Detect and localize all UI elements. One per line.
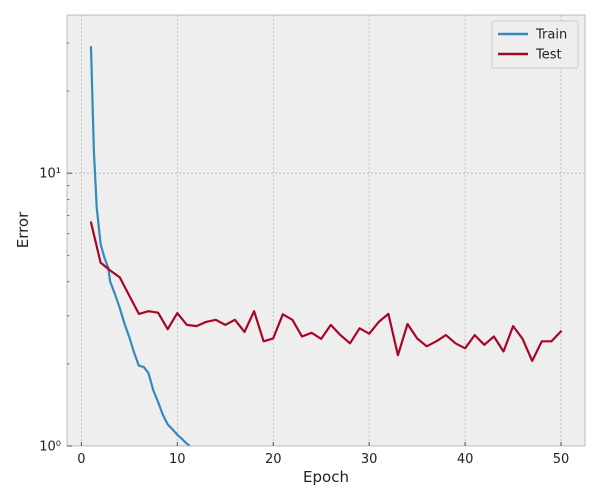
y-tick-label: 10¹	[39, 167, 61, 182]
y-axis-label: Error	[14, 211, 32, 248]
x-tick-label: 20	[265, 452, 282, 467]
y-tick-label: 10⁰	[39, 440, 61, 455]
ticks	[67, 42, 562, 447]
x-tick-label: 10	[169, 452, 186, 467]
x-tick-label: 40	[457, 452, 474, 467]
series-line-train	[89, 45, 191, 446]
x-tick-label: 0	[77, 452, 85, 467]
plot-frame	[66, 14, 586, 447]
x-axis-label: Epoch	[303, 468, 349, 486]
x-tick-label: 50	[553, 452, 570, 467]
series-line-test	[89, 221, 563, 362]
legend-label-test: Test	[535, 48, 562, 63]
legend-label-train: Train	[535, 28, 567, 43]
legend: Train Test	[491, 20, 579, 69]
plot-background	[67, 15, 585, 446]
series-layer	[89, 45, 563, 446]
tick-labels: 0 10 20 30 40 50 10⁰ 10¹	[39, 167, 569, 467]
x-tick-label: 30	[361, 452, 378, 467]
